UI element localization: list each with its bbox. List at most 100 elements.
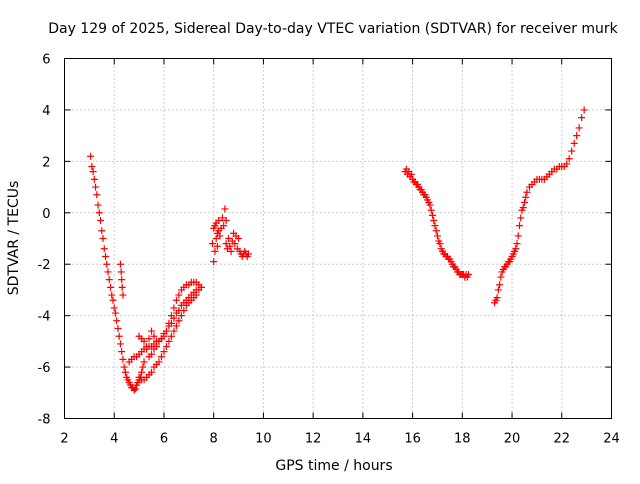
data-point: [211, 247, 219, 255]
data-point: [157, 335, 165, 343]
data-point: [118, 348, 126, 356]
data-point: [170, 304, 178, 312]
data-point: [235, 235, 243, 242]
data-point: [426, 201, 434, 209]
data-point: [87, 152, 95, 160]
x-tick-label: 22: [553, 432, 570, 447]
series-spikes: [116, 260, 127, 299]
data-point: [433, 232, 441, 240]
y-tick-label: -6: [38, 361, 51, 376]
data-point: [210, 258, 218, 266]
data-point: [97, 217, 105, 224]
data-point: [431, 222, 439, 230]
data-point: [493, 294, 501, 302]
data-point: [175, 317, 183, 325]
data-point: [98, 227, 106, 235]
x-tick-label: 4: [110, 432, 118, 447]
data-points: [87, 106, 588, 394]
series-evening: [491, 106, 588, 307]
data-point: [92, 183, 100, 191]
data-point: [145, 335, 153, 343]
data-point: [116, 260, 124, 268]
data-point: [115, 332, 123, 340]
data-point: [121, 368, 129, 376]
data-point: [93, 191, 101, 199]
data-point: [167, 319, 175, 327]
data-point: [220, 222, 228, 230]
data-point: [177, 312, 185, 320]
data-point: [148, 368, 156, 376]
data-point: [563, 160, 571, 168]
data-point: [120, 363, 128, 371]
data-point: [222, 240, 230, 248]
data-point: [148, 327, 156, 335]
y-tick-label: 0: [42, 207, 50, 222]
data-point: [100, 245, 108, 253]
y-tick-label: -2: [38, 258, 51, 273]
data-point: [150, 332, 158, 340]
data-point: [143, 343, 151, 350]
data-point: [516, 222, 524, 230]
x-tick-label: 16: [404, 432, 421, 447]
data-point: [197, 283, 205, 291]
x-tick-label: 20: [504, 432, 521, 447]
x-tick-label: 2: [60, 432, 68, 447]
data-point: [496, 281, 504, 289]
data-point: [575, 124, 583, 132]
data-point: [155, 358, 163, 366]
x-tick-label: 8: [210, 432, 218, 447]
data-point: [162, 327, 170, 335]
data-point: [520, 199, 528, 206]
data-point: [580, 106, 588, 114]
data-point: [106, 283, 114, 291]
data-point: [407, 170, 415, 178]
data-point: [522, 193, 530, 201]
data-point: [90, 175, 98, 183]
data-point: [432, 227, 440, 235]
data-point: [139, 363, 147, 371]
grid: [64, 58, 612, 419]
data-point: [119, 291, 127, 299]
series-small-bumps: [135, 327, 160, 350]
y-tick-label: 4: [42, 104, 50, 119]
data-point: [118, 276, 126, 284]
data-point: [117, 268, 125, 276]
data-point: [148, 350, 156, 358]
y-axis-label: SDTVAR / TECUs: [6, 181, 22, 296]
data-point: [104, 268, 112, 276]
chart-title: Day 129 of 2025, Sidereal Day-to-day VTE…: [48, 21, 618, 37]
data-point: [170, 327, 178, 335]
data-point: [160, 348, 168, 356]
data-point: [514, 232, 522, 240]
y-tick-label: 2: [42, 155, 50, 170]
data-point: [172, 322, 180, 330]
data-point: [565, 155, 573, 163]
data-point: [138, 368, 146, 376]
data-point: [578, 114, 586, 122]
data-point: [512, 245, 520, 253]
data-point: [131, 385, 139, 393]
data-point: [175, 291, 183, 299]
data-point: [430, 217, 438, 224]
data-point: [114, 325, 122, 332]
data-point: [110, 304, 118, 312]
data-point: [212, 235, 220, 242]
x-axis-label: GPS time / hours: [275, 458, 392, 474]
data-point: [231, 240, 239, 248]
series-afternoon: [401, 165, 473, 281]
data-point: [170, 314, 178, 322]
data-point: [165, 337, 173, 345]
data-point: [167, 332, 175, 340]
data-point: [465, 271, 473, 278]
data-point: [94, 201, 102, 209]
x-tick-label: 6: [160, 432, 168, 447]
data-point: [568, 147, 576, 155]
data-point: [95, 209, 103, 217]
data-point: [225, 235, 233, 242]
data-point: [88, 163, 96, 170]
data-point: [105, 276, 113, 284]
x-tick-label: 12: [305, 432, 322, 447]
data-point: [140, 337, 148, 345]
